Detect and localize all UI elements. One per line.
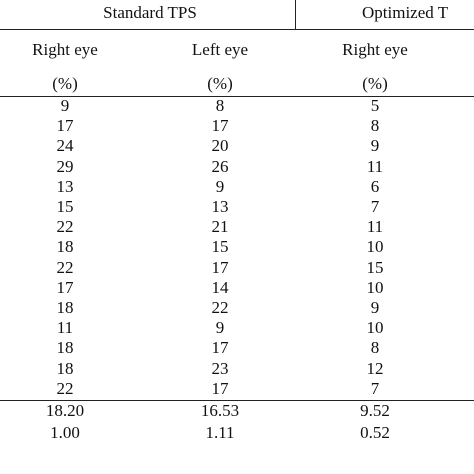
table-cell: 9 bbox=[370, 298, 380, 317]
unit-label: (%) bbox=[207, 74, 233, 93]
table-cell: 20 bbox=[211, 136, 229, 156]
table-cell: 9 bbox=[215, 176, 225, 196]
table-cell: 13 bbox=[211, 197, 229, 216]
table-cell: 13 bbox=[56, 176, 74, 196]
table-cell: 18 bbox=[56, 237, 74, 257]
table-cell: 8 bbox=[370, 116, 380, 136]
col-header-left-eye-standard: Left eye bbox=[191, 40, 249, 59]
table-cell: 17 bbox=[211, 378, 229, 398]
table-cell: 15 bbox=[366, 257, 384, 277]
table-cell: 17 bbox=[211, 116, 229, 136]
table-cell: 5 bbox=[370, 96, 380, 115]
rule-summary bbox=[0, 400, 474, 401]
table-cell: 10 bbox=[366, 277, 384, 297]
summary-cell: 16.53 bbox=[200, 401, 240, 420]
table-cell: 8 bbox=[370, 338, 380, 358]
table-cell: 15 bbox=[56, 197, 74, 216]
summary-cell: 18.20 bbox=[45, 401, 85, 420]
table-cell: 17 bbox=[211, 257, 229, 277]
table-cell: 10 bbox=[366, 237, 384, 257]
rule-header bbox=[0, 96, 474, 97]
unit-label: (%) bbox=[52, 74, 78, 93]
table-cell: 14 bbox=[211, 277, 229, 297]
table-cell: 11 bbox=[366, 156, 384, 176]
table-cell: 7 bbox=[370, 378, 380, 398]
table-cell: 24 bbox=[56, 136, 74, 156]
table-cell: 8 bbox=[215, 96, 225, 115]
unit-label: (%) bbox=[362, 74, 388, 93]
table-cell: 9 bbox=[60, 96, 70, 115]
table-cell: 15 bbox=[211, 237, 229, 257]
table-cell: 11 bbox=[366, 217, 384, 237]
table-cell: 18 bbox=[56, 338, 74, 358]
table-cell: 10 bbox=[366, 318, 384, 338]
table-cell: 18 bbox=[56, 358, 74, 378]
table-cell: 18 bbox=[56, 298, 74, 317]
group-header-standard-tps: Standard TPS bbox=[103, 3, 197, 22]
table-cell: 9 bbox=[215, 318, 225, 338]
table-cell: 9 bbox=[370, 136, 380, 156]
table-cell: 23 bbox=[211, 358, 229, 378]
group-divider bbox=[295, 0, 296, 29]
table-cell: 7 bbox=[370, 197, 380, 216]
table-cell: 29 bbox=[56, 156, 74, 176]
table-cell: 26 bbox=[211, 156, 229, 176]
rule-top bbox=[0, 29, 474, 30]
table-cell: 12 bbox=[366, 358, 384, 378]
table-cell: 21 bbox=[211, 217, 229, 237]
summary-cell: 1.11 bbox=[205, 423, 235, 442]
summary-cell: 0.52 bbox=[360, 423, 390, 442]
table-cell: 6 bbox=[370, 176, 380, 196]
table-cell: 22 bbox=[211, 298, 229, 317]
table-cell: 17 bbox=[211, 338, 229, 358]
group-header-optimized-tps: Optimized T bbox=[362, 3, 449, 22]
col-header-right-eye-standard: Right eye bbox=[32, 40, 98, 59]
col-header-right-eye-optimized: Right eye bbox=[342, 40, 408, 59]
table-cell: 22 bbox=[56, 378, 74, 398]
table-cell: 22 bbox=[56, 217, 74, 237]
table-cell: 17 bbox=[56, 116, 74, 136]
table-cell: 22 bbox=[56, 257, 74, 277]
table-cell: 11 bbox=[56, 318, 74, 338]
table-cell: 17 bbox=[56, 277, 74, 297]
summary-cell: 9.52 bbox=[360, 401, 390, 420]
summary-cell: 1.00 bbox=[50, 423, 80, 442]
